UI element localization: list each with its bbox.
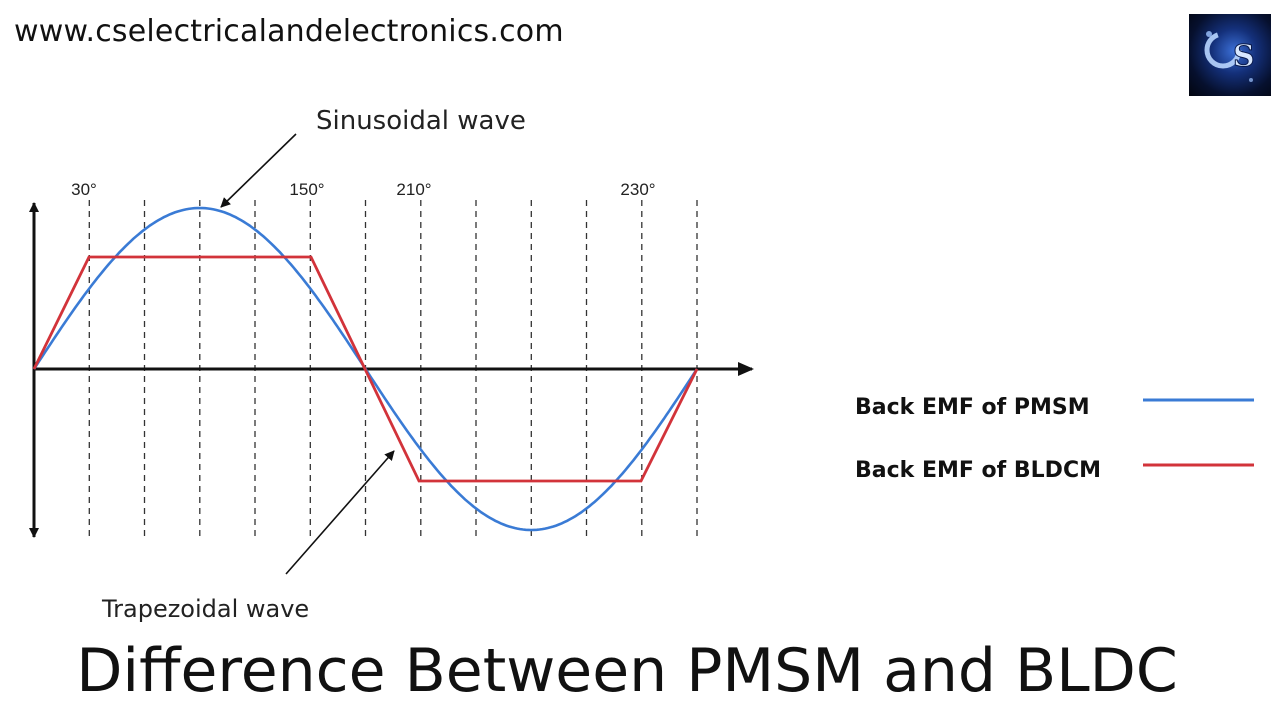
tick-label-210: 210° xyxy=(396,180,431,199)
trapezoidal-pointer-arrow xyxy=(285,450,395,575)
sinusoidal-wave-label: Sinusoidal wave xyxy=(316,106,526,136)
bldc-trapezoidal-wave xyxy=(32,255,699,483)
tick-label-30: 30° xyxy=(71,180,97,199)
trapezoidal-wave-label: Trapezoidal wave xyxy=(101,595,309,623)
site-url: www.cselectricalandelectronics.com xyxy=(14,14,564,49)
sinusoidal-pointer-arrow xyxy=(220,133,297,208)
legend-label-pmsm: Back EMF of PMSM xyxy=(855,395,1090,420)
svg-text:S: S xyxy=(1233,39,1255,74)
legend-label-bldcm: Back EMF of BLDCM xyxy=(855,458,1101,483)
tick-label-230: 230° xyxy=(620,180,655,199)
site-logo: S xyxy=(1189,14,1271,96)
tick-label-150: 150° xyxy=(289,180,324,199)
page-title: Difference Between PMSM and BLDC xyxy=(76,636,1178,706)
